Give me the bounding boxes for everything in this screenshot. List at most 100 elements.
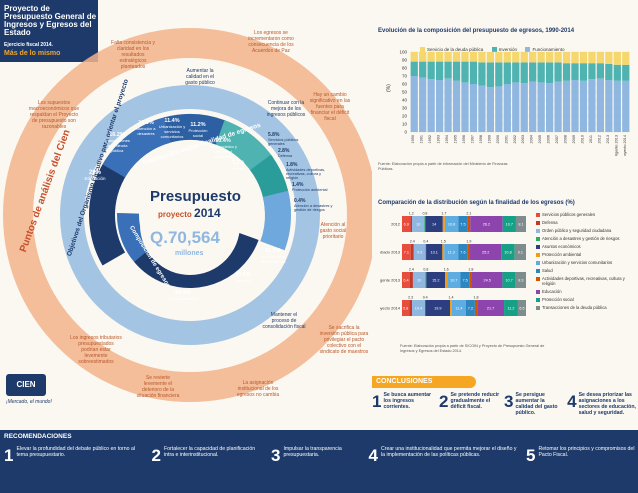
cien-logo: CIEN: [6, 374, 46, 396]
data-label: 10.7: [506, 223, 513, 227]
legend-swatch: [536, 268, 540, 273]
bar-segment: [622, 80, 630, 132]
bar-segment: [409, 272, 413, 288]
legend-label: Actividades deportivas, recreativas, cul…: [542, 276, 625, 286]
bar-segment: [520, 83, 528, 132]
data-label: 11.3: [448, 251, 455, 255]
center-amount: Q.70,564: [150, 228, 220, 247]
donut-label-orden: 10.4% Orden público y seguridad ciudadan…: [208, 138, 237, 159]
bar-segment: [465, 300, 475, 316]
page-title: Proyecto de Presupuesto General de Ingre…: [4, 4, 97, 37]
bar-segment: [571, 52, 579, 64]
bar-segment: [622, 64, 630, 81]
bar-segment: [537, 52, 545, 63]
bar-segment: [425, 272, 427, 288]
data-label: 8.1: [518, 223, 523, 227]
y-axis-label: (%): [386, 84, 392, 92]
row-label: Vigente 2013: [380, 278, 401, 283]
conclusion-item: 3 Se persigue aumentar la calidad del gas…: [504, 392, 558, 416]
x-tick-label: 2007: [555, 135, 559, 143]
legend-item: Urbanización y servicios comunitarios: [536, 260, 636, 265]
recommendation-item: 4 Crear una institucionalidad que permita…: [368, 446, 517, 465]
bar-segment: [410, 216, 413, 232]
center-title: Presupuesto: [150, 188, 241, 205]
bar-segment: [495, 86, 503, 132]
data-label: 9.1: [518, 251, 523, 255]
outer-point-8: Se revierte levemente el deterioro de la…: [136, 375, 180, 399]
legend-label: Defensa: [542, 220, 558, 225]
bar-segment: [562, 63, 571, 81]
bar-segment: [512, 82, 520, 132]
data-label: 9.5: [417, 251, 422, 255]
data-label: 5.8: [403, 307, 408, 311]
bar-segment: [469, 84, 478, 132]
legend-inversion: Inversión: [491, 47, 517, 53]
row-label: 2012: [391, 222, 401, 227]
bar-segment: [545, 52, 554, 63]
donut-label-desastres: 0.4% Atención a desastres y gestión de ri…: [294, 198, 333, 212]
bar-segment: [413, 244, 426, 260]
bar-segment: [579, 63, 588, 81]
donut-label-atencion: 19.9% Atención a desastres: [136, 120, 156, 136]
chart2-title: Comparación de la distribución según la …: [378, 200, 575, 206]
donut-label-salud: 7.2% Salud: [231, 160, 245, 171]
y-tick-label: 20: [402, 114, 408, 119]
x-tick-label: 2001: [504, 135, 508, 143]
x-tick-label: 1994: [445, 135, 449, 143]
bar-segment: [605, 52, 613, 64]
chart1-title: Evolución de la composición del presupue…: [378, 28, 575, 34]
bar-segment: [427, 79, 435, 132]
bar-segment: [402, 272, 410, 288]
data-label: 25.2: [482, 251, 489, 255]
composition-label-funcionamiento: 64.2% Funcionamiento: [168, 290, 198, 301]
data-label: 11.2: [507, 307, 514, 311]
legend-item: Protección ambiental: [536, 252, 636, 257]
budget-infographic: [3, 28, 372, 402]
x-tick-label: 2005: [538, 135, 542, 143]
x-tick-label: 1991: [420, 135, 424, 143]
donut-label-ambiental: 1.4% Protección ambiental: [292, 182, 328, 192]
legend-label: Asuntos económicos: [542, 244, 581, 249]
bar-segment: [410, 52, 418, 62]
chart2-source: Fuente: Elaboración propia a partir de S…: [400, 344, 545, 353]
data-label: 2.4: [410, 240, 415, 244]
cien-slogan: ¡Mercado, el mundo!: [6, 399, 52, 405]
donut-label-urbanizacion: 11.4% Urbanización y servicios comunitar…: [158, 118, 186, 139]
outer-point-3: Los supuestos macroeconómicos que respal…: [28, 100, 80, 130]
recommendations-list: 1 Elevar la profundidad del debate públic…: [4, 446, 636, 466]
legend-label: Urbanización y servicios comunitarios: [542, 260, 613, 265]
bar-segment: [469, 272, 473, 288]
legend-label: Servicios públicos generales: [542, 212, 596, 217]
legend-label: Protección social: [542, 297, 574, 302]
outer-point-6: Se sacrifica la inversión pública para p…: [319, 325, 369, 355]
legend-swatch: [536, 244, 540, 249]
y-tick-label: 60: [402, 82, 408, 87]
x-tick-label: 2000: [496, 135, 500, 143]
data-label: 10: [417, 279, 421, 283]
bar-segment: [562, 52, 571, 64]
bar-segment: [444, 61, 452, 79]
bar-segment: [450, 300, 452, 316]
bar-segment: [529, 62, 537, 82]
donut-label-deuda: 16.2% Transacciones de la deuda pública: [104, 132, 130, 153]
bar-segment: [452, 52, 461, 62]
bar-segment: [460, 272, 470, 288]
data-label: 6.9: [404, 223, 409, 227]
legend-swatch: [536, 297, 540, 302]
bar-segment: [596, 52, 605, 64]
donut-label-deportes: 1.8% Actividades deportivas, recreativas,…: [286, 162, 326, 180]
legend-swatch: [536, 252, 540, 257]
page-tagline: Más de lo mismo: [4, 50, 61, 57]
x-tick-label: Proyecto 2014: [623, 135, 627, 156]
y-tick-label: 40: [402, 98, 408, 103]
data-label: 6.4: [403, 279, 408, 283]
conclusions-list: 1 Se busca aumentar los ingresos corrient…: [372, 392, 638, 416]
data-label: 2.4: [409, 268, 414, 272]
outer-point-9: La asignación institucional de los egres…: [236, 380, 280, 398]
bar-segment: [424, 216, 426, 232]
bar-segment: [571, 80, 579, 132]
x-tick-label: 1993: [437, 135, 441, 143]
bar-segment: [596, 78, 605, 132]
bar-segment: [461, 61, 469, 83]
bar-segment: [445, 272, 448, 288]
